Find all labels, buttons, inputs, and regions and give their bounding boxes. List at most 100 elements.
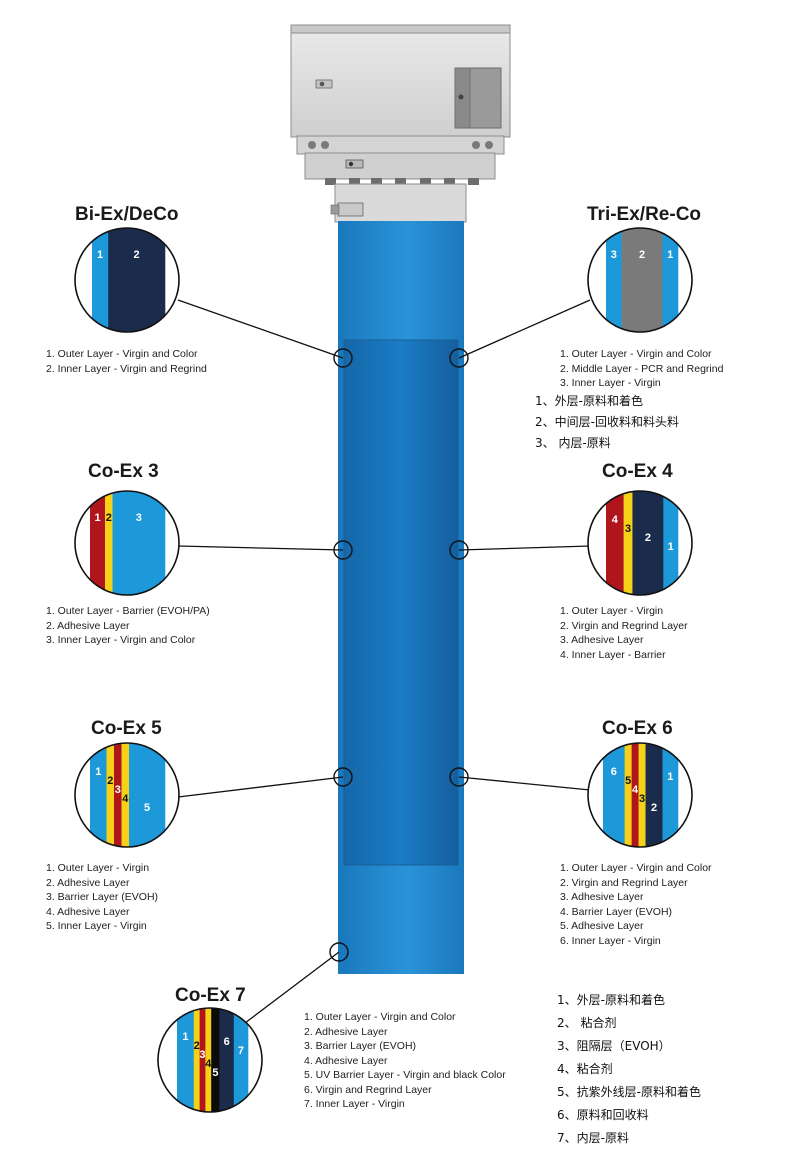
layer-stripe — [199, 1008, 206, 1112]
layer-stripe — [112, 491, 166, 595]
legend-item: 1. Outer Layer - Barrier (EVOH/PA) — [46, 605, 210, 617]
legend-item-cn: 1、外层-原料和着色 — [557, 993, 665, 1007]
legend-coex7: 1. Outer Layer - Virgin and Color 2. Adh… — [304, 1010, 506, 1112]
layer-stripe — [645, 743, 663, 847]
legend-item: 3. Inner Layer - Virgin and Color — [46, 634, 196, 646]
layer-number: 1 — [97, 249, 103, 261]
title-tri-ex: Tri-Ex/Re-Co — [587, 204, 702, 225]
layer-stripe — [90, 491, 106, 595]
legend-coex5: 1. Outer Layer - Virgin 2. Adhesive Laye… — [46, 861, 158, 934]
layer-stripe — [663, 491, 679, 595]
layer-number: 3 — [199, 1049, 205, 1061]
layer-stripe — [631, 743, 639, 847]
layer-number: 4 — [632, 784, 639, 796]
legend-item: 1. Outer Layer - Virgin and Color — [46, 348, 198, 360]
title-coex5: Co-Ex 5 — [91, 718, 162, 739]
layer-number: 6 — [611, 766, 617, 778]
tube-marker-coex5 — [333, 767, 353, 787]
legend-item-cn: 2、 粘合剂 — [557, 1016, 617, 1030]
layer-stripe — [129, 743, 166, 847]
layer-stripe — [632, 491, 664, 595]
legend-item: 4. Barrier Layer (EVOH) — [560, 905, 673, 918]
layer-number: 2 — [194, 1040, 200, 1052]
legend-item: 4. Adhesive Layer — [304, 1054, 388, 1067]
legend-coex6: 1. Outer Layer - Virgin and Color 2. Vir… — [560, 861, 712, 948]
layer-stripe — [621, 228, 663, 332]
legend-item: 3. Inner Layer - Virgin — [560, 377, 661, 389]
legend-item: 4. Inner Layer - Barrier — [560, 648, 666, 661]
layer-stripe — [606, 228, 622, 332]
legend-item: 5. Adhesive Layer — [560, 920, 644, 932]
parison-tube — [338, 221, 464, 974]
tube-marker-coex7 — [329, 942, 349, 962]
legend-item: 1. Outer Layer - Virgin — [46, 862, 150, 874]
layer-stripe — [606, 491, 624, 595]
layer-number: 2 — [651, 802, 657, 814]
legend-item: 3. Adhesive Layer — [560, 634, 644, 646]
zoom-circle-tri_ex: 3 2 1 — [587, 227, 693, 333]
layer-stripe — [624, 743, 632, 847]
layer-number: 4 — [122, 793, 129, 805]
layer-stripe — [177, 1008, 195, 1112]
layer-number: 3 — [625, 523, 631, 535]
layer-number: 3 — [136, 512, 142, 524]
legend-tri-ex: 1. Outer Layer - Virgin and Color 2. Mid… — [560, 347, 723, 391]
layer-number: 1 — [667, 249, 673, 261]
layer-number: 3 — [639, 793, 645, 805]
legend-item: 1. Outer Layer - Virgin and Color — [304, 1011, 456, 1023]
layer-stripe — [623, 491, 633, 595]
legend-item: 6. Inner Layer - Virgin — [560, 934, 661, 947]
legend-item: 7. Inner Layer - Virgin — [304, 1098, 405, 1110]
layer-number: 5 — [625, 775, 631, 787]
legend-item: 1. Outer Layer - Virgin and Color — [560, 348, 712, 360]
leader-line-bi_ex — [177, 299, 344, 359]
leader-line-coex4 — [458, 545, 591, 551]
layer-stripe — [233, 1008, 249, 1112]
legend-item: 4. Adhesive Layer — [46, 905, 130, 918]
title-bi-ex: Bi-Ex/DeCo — [75, 204, 179, 225]
legend-item: 2. Virgin and Regrind Layer — [560, 876, 688, 889]
layer-number: 1 — [94, 512, 100, 524]
layer-number: 2 — [134, 249, 140, 261]
tube-marker-tri_ex — [449, 348, 469, 368]
legend-item: 5. UV Barrier Layer - Virgin and black C… — [304, 1069, 506, 1081]
layer-stripe — [90, 743, 107, 847]
legend-coex7-cn: 1、外层-原料和着色 2、 粘合剂 3、阻隔层（EVOH） 4、粘合剂 5、抗紫… — [557, 989, 701, 1150]
layer-number: 1 — [668, 541, 674, 553]
layer-number: 3 — [611, 249, 617, 261]
title-coex3: Co-Ex 3 — [88, 461, 159, 482]
legend-item-cn: 1、外层-原料和着色 — [535, 394, 643, 408]
tube-marker-coex6 — [449, 767, 469, 787]
layer-number: 3 — [115, 784, 121, 796]
legend-item-cn: 6、原料和回收料 — [557, 1108, 649, 1122]
layer-stripe — [105, 491, 113, 595]
layer-stripe — [211, 1008, 220, 1112]
title-coex4: Co-Ex 4 — [602, 461, 673, 482]
legend-tri-ex-cn: 1、外层-原料和着色 2、中间层-回收料和料头料 3、 内层-原料 — [535, 391, 679, 454]
legend-coex3: 1. Outer Layer - Barrier (EVOH/PA) 2. Ad… — [46, 604, 210, 648]
layer-number: 4 — [612, 514, 619, 526]
legend-item-cn: 3、阻隔层（EVOH） — [557, 1039, 671, 1053]
layer-number: 1 — [182, 1031, 188, 1043]
layer-stripe — [662, 743, 679, 847]
layer-number: 2 — [106, 512, 112, 524]
leader-line-coex3 — [177, 545, 344, 551]
layer-stripe — [603, 743, 625, 847]
legend-item: 5. Inner Layer - Virgin — [46, 920, 147, 932]
layer-stripe — [114, 743, 122, 847]
extrusion-head — [290, 24, 511, 223]
legend-bi-ex: 1. Outer Layer - Virgin and Color 2. Inn… — [46, 347, 207, 376]
layer-number: 2 — [645, 532, 651, 544]
legend-item: 2. Adhesive Layer — [304, 1025, 388, 1038]
legend-item: 3. Adhesive Layer — [560, 891, 644, 903]
legend-item-cn: 7、内层-原料 — [557, 1131, 629, 1145]
leader-line-coex6 — [458, 776, 591, 791]
legend-item: 3. Barrier Layer (EVOH) — [46, 891, 159, 903]
legend-item-cn: 5、抗紫外线层-原料和着色 — [557, 1085, 701, 1099]
